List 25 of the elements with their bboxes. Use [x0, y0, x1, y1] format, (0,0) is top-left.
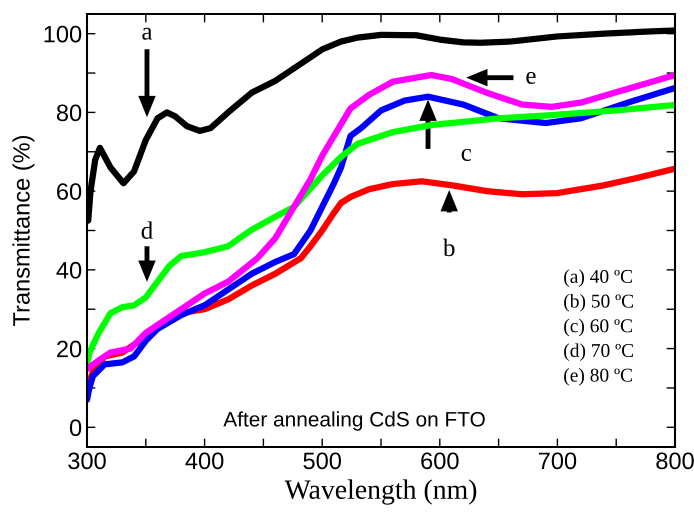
annotation: (d) 70 ºC	[564, 343, 634, 361]
x-tick-label: 400	[185, 452, 224, 470]
annotation: (e) 80 ºC	[564, 368, 632, 386]
annotation: e	[526, 72, 536, 84]
annotation: b	[442, 238, 455, 256]
y-tick-label: 100	[44, 26, 82, 42]
annotation: d	[142, 221, 153, 239]
y-tick-label: 60	[57, 183, 82, 200]
annotation: After annealing CdS on FTO	[223, 411, 485, 431]
y-tick-label: 40	[56, 262, 82, 279]
annotation: a	[142, 28, 152, 40]
x-tick-label: 800	[656, 452, 694, 470]
y-tick-label: 0	[70, 419, 82, 436]
annotation: (a) 40 ºC	[564, 269, 632, 287]
y-tick-label: 20	[57, 340, 82, 358]
y-axis-title: Transmittance (%)	[12, 136, 34, 326]
x-axis-title: Wavelength (nm)	[284, 479, 476, 505]
x-tick-label: 500	[303, 452, 341, 470]
x-tick-label: 700	[538, 452, 576, 470]
y-tick-label: 80	[56, 104, 82, 122]
x-tick-label: 300	[68, 452, 106, 470]
annotation: c	[462, 148, 472, 161]
annotation: (c) 60 ºC	[564, 318, 632, 336]
annotation: (b) 50 ºC	[564, 294, 634, 312]
x-tick-label: 600	[421, 452, 459, 470]
